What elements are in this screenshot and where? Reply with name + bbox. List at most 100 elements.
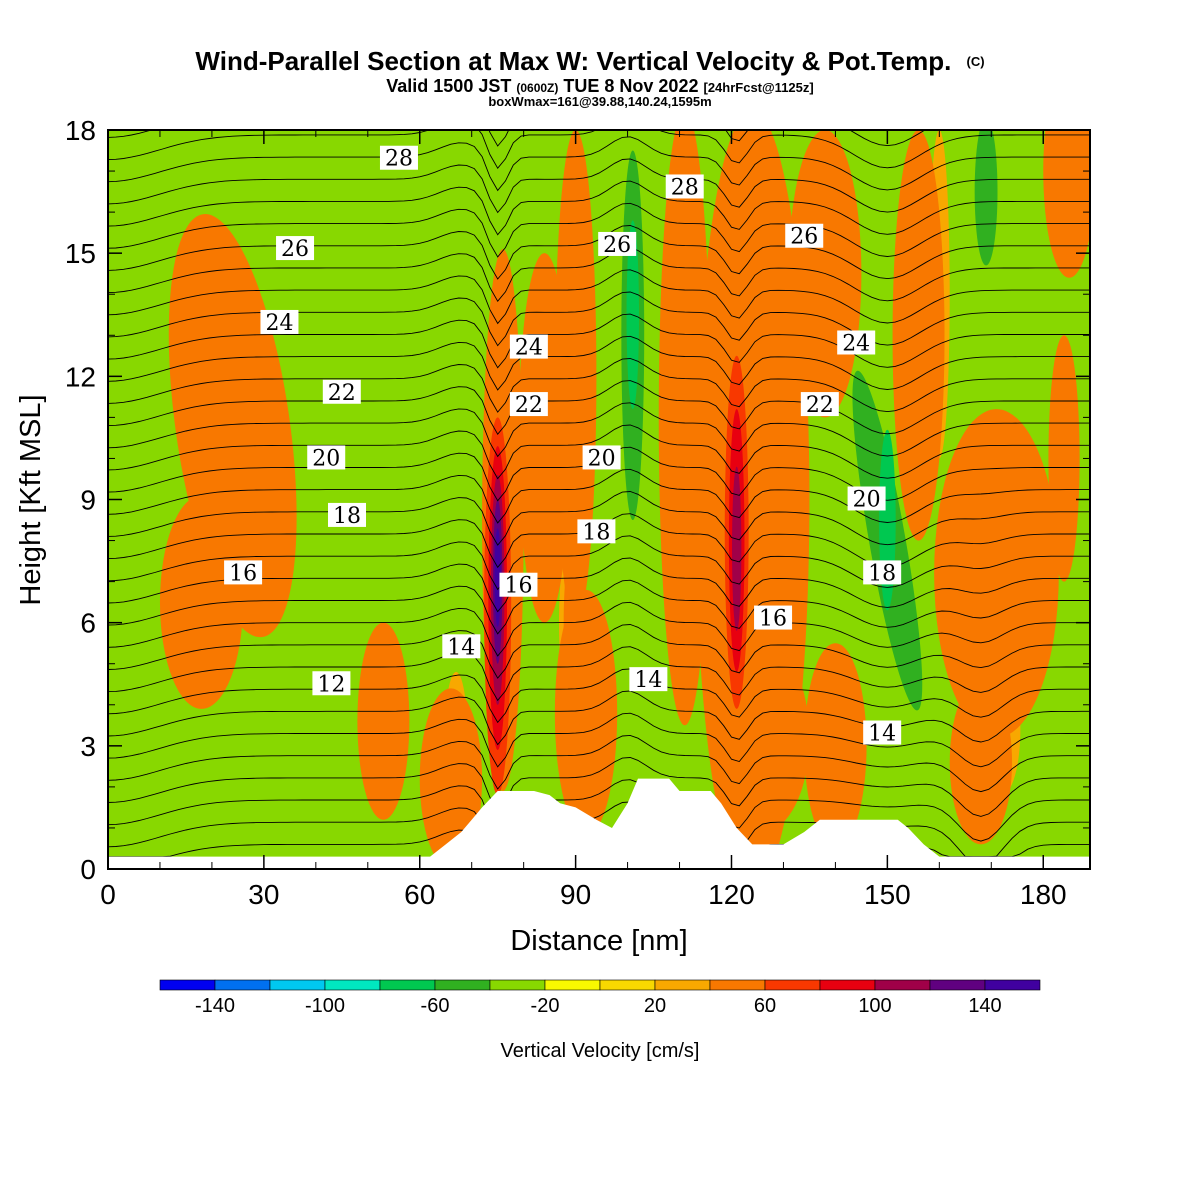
theta-contour [108, 130, 1090, 169]
chart-title: Wind-Parallel Section at Max W: Vertical… [195, 46, 984, 76]
theta-label: 24 [837, 330, 876, 356]
y-axis: 0 3 6 9 12 15 18 [65, 115, 1090, 885]
valid-date: TUE 8 Nov 2022 [563, 76, 698, 96]
svg-text:28: 28 [385, 147, 413, 172]
svg-text:22: 22 [515, 393, 543, 418]
x-tick-label: 180 [1020, 879, 1067, 910]
theta-label: 20 [847, 486, 886, 513]
svg-text:20: 20 [588, 446, 616, 471]
theta-contour-lines [108, 130, 1090, 858]
x-tick-label: 90 [560, 879, 591, 910]
theta-contour [108, 269, 1090, 325]
colorbar-swatch [599, 979, 656, 991]
x-tick-label: 120 [708, 879, 755, 910]
svg-text:16: 16 [229, 561, 257, 586]
velocity-region [1043, 130, 1090, 278]
theta-label: 26 [598, 231, 637, 258]
theta-contour [108, 757, 1090, 817]
theta-contour [108, 601, 1090, 657]
velocity-region [892, 130, 945, 541]
velocity-region [554, 130, 597, 623]
y-tick-label: 15 [65, 238, 96, 269]
svg-text:28: 28 [671, 175, 699, 200]
velocity-region [949, 680, 1013, 845]
theta-label: 16 [224, 560, 263, 586]
x-tick-label: 60 [404, 879, 435, 910]
colorbar-tick-label: -20 [531, 995, 560, 1017]
theta-label: 16 [754, 605, 793, 632]
theta-contour [108, 424, 1090, 480]
theta-label: 14 [442, 634, 481, 660]
y-tick-label: 3 [80, 731, 96, 762]
x-axis: 0 30 60 90 120 150 180 [100, 130, 1067, 910]
theta-label: 28 [665, 174, 704, 200]
svg-text:24: 24 [265, 311, 293, 336]
colorbar-swatch [489, 979, 546, 991]
chart-title-mark: (C) [967, 54, 985, 69]
x-tick-label: 0 [100, 879, 116, 910]
velocity-region [357, 622, 410, 820]
colorbar-swatch [654, 979, 711, 991]
velocity-region [804, 643, 867, 849]
colorbar: -140 -100 -60 -20 20 60 100 140 [159, 979, 1041, 1017]
colorbar-swatch [544, 979, 601, 991]
svg-text:22: 22 [806, 393, 834, 418]
svg-text:24: 24 [515, 336, 543, 361]
velocity-region [494, 528, 501, 627]
velocity-region [934, 409, 1059, 738]
theta-label: 26 [785, 223, 824, 250]
velocity-region [419, 688, 483, 869]
theta-label: 22 [800, 392, 839, 418]
theta-contour [108, 402, 1090, 458]
theta-contour [108, 136, 1090, 192]
colorbar-swatch [214, 979, 271, 991]
theta-contour [108, 579, 1090, 635]
svg-text:22: 22 [328, 381, 356, 406]
terrain [108, 778, 1090, 869]
theta-label: 20 [307, 445, 346, 471]
colorbar-swatch [379, 979, 436, 991]
theta-contour [108, 712, 1090, 768]
colorbar-tick-label: -140 [195, 995, 235, 1017]
svg-text:14: 14 [447, 635, 475, 660]
theta-contour [108, 734, 1090, 793]
theta-contour [108, 801, 1090, 858]
theta-label: 28 [379, 145, 418, 172]
colorbar-swatch [984, 979, 1041, 991]
theta-contour [108, 779, 1090, 842]
x-tick-label: 150 [864, 879, 911, 910]
svg-text:20: 20 [853, 488, 881, 513]
svg-text:18: 18 [868, 561, 896, 586]
svg-text:24: 24 [842, 331, 870, 356]
theta-contour [108, 535, 1090, 591]
theta-label: 26 [276, 236, 315, 262]
colorbar-label: Vertical Velocity [cm/s] [501, 1040, 700, 1062]
svg-text:14: 14 [634, 668, 662, 693]
theta-contour [108, 202, 1090, 258]
theta-label: 22 [322, 379, 361, 406]
colorbar-tick-label: 140 [968, 995, 1001, 1017]
colorbar-swatch [764, 979, 821, 991]
theta-contour [108, 690, 1090, 746]
theta-contour [108, 313, 1090, 369]
velocity-region [732, 466, 742, 631]
theta-contour [108, 668, 1090, 724]
theta-label: 18 [577, 519, 616, 545]
y-tick-label: 9 [80, 485, 96, 516]
x-axis-label: Distance [nm] [510, 925, 687, 957]
box-max-info: boxWmax=161@39.88,140.24,1595m [488, 94, 711, 109]
svg-text:14: 14 [868, 722, 896, 747]
svg-text:12: 12 [317, 672, 345, 697]
theta-contour [108, 468, 1090, 524]
colorbar-tick-label: 100 [858, 995, 891, 1017]
valid-prefix: Valid 1500 JST [386, 76, 511, 96]
theta-contour [108, 158, 1090, 214]
valid-zulu: (0600Z) [516, 81, 558, 95]
theta-label: 22 [509, 392, 548, 418]
theta-label: 12 [312, 671, 351, 697]
colorbar-swatch [324, 979, 381, 991]
theta-contour [108, 557, 1090, 613]
theta-label: 18 [328, 502, 367, 529]
theta-label: 24 [260, 309, 299, 336]
theta-label: 20 [582, 445, 621, 471]
